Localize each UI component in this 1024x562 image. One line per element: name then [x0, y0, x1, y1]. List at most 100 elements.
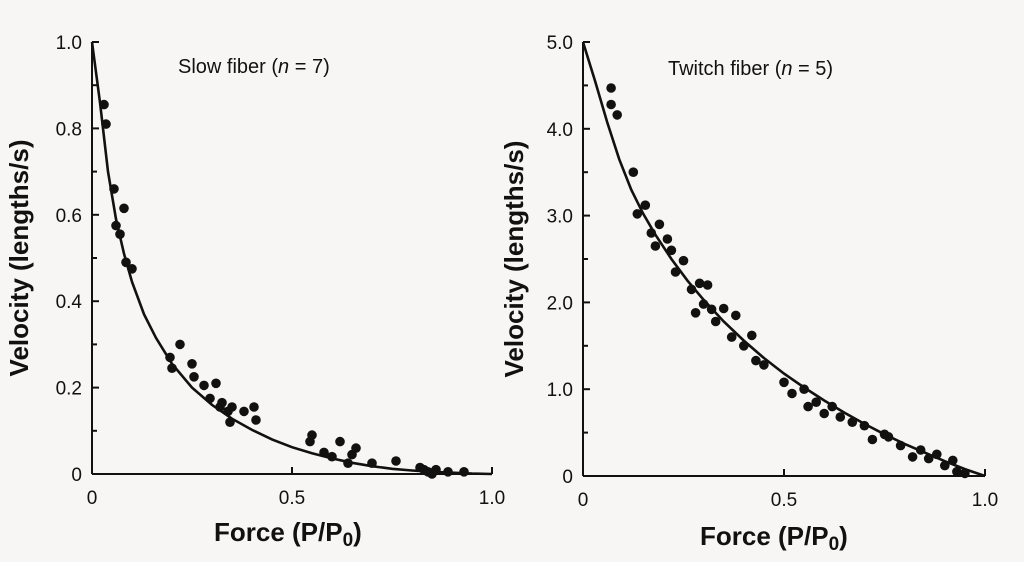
chart-panel-1: 0 0.2 0.4 0.6 0.8 1.0 0 0.5 1.0 Slow fiber (n = 7…: [4, 33, 505, 551]
x-axis-label: Force (P/P0): [700, 521, 848, 555]
data-point: [948, 455, 958, 466]
data-point: [895, 440, 906, 451]
data-point: [670, 267, 681, 277]
data-point: [646, 228, 657, 238]
x-axis-label: Force (P/P0): [214, 517, 362, 551]
data-point: [115, 229, 125, 239]
data-point: [227, 402, 237, 412]
data-point: [187, 359, 197, 369]
data-point: [678, 255, 689, 266]
y-axis-label: Velocity (lengths/s): [499, 141, 529, 378]
data-point: [391, 456, 401, 466]
data-point: [606, 99, 616, 110]
data-point: [799, 384, 809, 395]
data-point: [307, 430, 317, 440]
data-point: [109, 184, 119, 194]
y-tick-label: 5.0: [547, 33, 573, 54]
data-point: [739, 341, 749, 351]
data-point: [119, 203, 129, 214]
data-point: [835, 412, 846, 422]
chart-panel-2: 0 1.0 2.0 3.0 4.0 5.0 0 0.5 1.0 Twitch fiber (n =…: [499, 33, 998, 555]
y-tick-label: 0: [562, 467, 573, 488]
data-point: [101, 119, 111, 129]
data-point: [335, 436, 345, 447]
y-tick-label: 0.8: [56, 119, 82, 140]
data-point: [803, 401, 813, 412]
data-point: [907, 452, 918, 462]
data-point: [431, 464, 441, 475]
data-point: [686, 284, 697, 295]
data-point: [811, 397, 821, 408]
data-point: [99, 99, 109, 110]
data-point: [628, 167, 639, 177]
data-point: [706, 304, 717, 315]
data-point: [211, 378, 221, 389]
data-point: [759, 360, 769, 370]
y-tick-label: 0: [71, 465, 82, 486]
y-tick-label: 2.0: [547, 293, 573, 314]
data-point: [883, 432, 894, 442]
data-point: [165, 352, 175, 363]
data-point: [662, 234, 673, 244]
data-point: [217, 397, 227, 408]
data-point: [690, 308, 701, 318]
data-point: [443, 467, 453, 477]
data-point: [847, 417, 858, 428]
data-point: [632, 209, 643, 219]
y-tick-label: 1.0: [56, 33, 82, 54]
data-point: [205, 393, 215, 404]
data-point: [867, 434, 878, 445]
data-point: [787, 388, 797, 399]
data-point: [827, 401, 837, 412]
x-tick-label: 0: [578, 490, 589, 511]
data-point: [731, 310, 741, 321]
data-point: [127, 264, 137, 274]
x-tick-label: 0.5: [771, 490, 797, 511]
data-point: [612, 110, 622, 120]
data-point: [459, 467, 469, 477]
data-point: [121, 257, 131, 268]
data-point: [940, 460, 950, 471]
data-point: [654, 219, 665, 230]
x-tick-label: 1.0: [479, 488, 505, 509]
data-point: [167, 363, 177, 374]
data-point: [819, 408, 829, 419]
data-point: [327, 451, 337, 462]
y-axis-label: Velocity (lengths/s): [4, 140, 34, 377]
data-point: [710, 316, 721, 327]
data-point: [915, 445, 926, 455]
data-point: [189, 372, 199, 382]
data-point: [726, 332, 737, 342]
data-point: [640, 200, 651, 210]
data-point: [923, 453, 934, 464]
fit-curve: [90, 41, 493, 476]
y-tick-label: 4.0: [547, 120, 573, 141]
data-point: [650, 241, 661, 251]
x-tick-label: 1.0: [972, 490, 998, 511]
data-point: [606, 83, 616, 93]
data-point: [859, 420, 870, 431]
data-point: [698, 299, 709, 309]
data-point: [960, 468, 970, 479]
x-tick-label: 0.5: [279, 488, 305, 509]
data-point: [343, 458, 353, 469]
data-point: [751, 355, 761, 366]
chart-title: Slow fiber (n = 7): [178, 56, 330, 78]
data-point: [249, 402, 259, 412]
data-point: [694, 278, 705, 289]
data-point: [225, 417, 235, 428]
data-point: [702, 280, 713, 290]
y-tick-label: 0.4: [56, 292, 83, 313]
chart-title: Twitch fiber (n = 5): [668, 58, 833, 80]
data-point: [199, 380, 209, 391]
data-point: [367, 458, 377, 469]
data-point: [747, 330, 757, 341]
data-point: [319, 447, 329, 458]
data-point: [779, 377, 789, 388]
data-point: [111, 220, 121, 231]
y-tick-label: 0.6: [56, 206, 82, 227]
y-tick-label: 3.0: [547, 207, 573, 228]
data-point: [239, 406, 249, 417]
data-point: [718, 303, 729, 314]
